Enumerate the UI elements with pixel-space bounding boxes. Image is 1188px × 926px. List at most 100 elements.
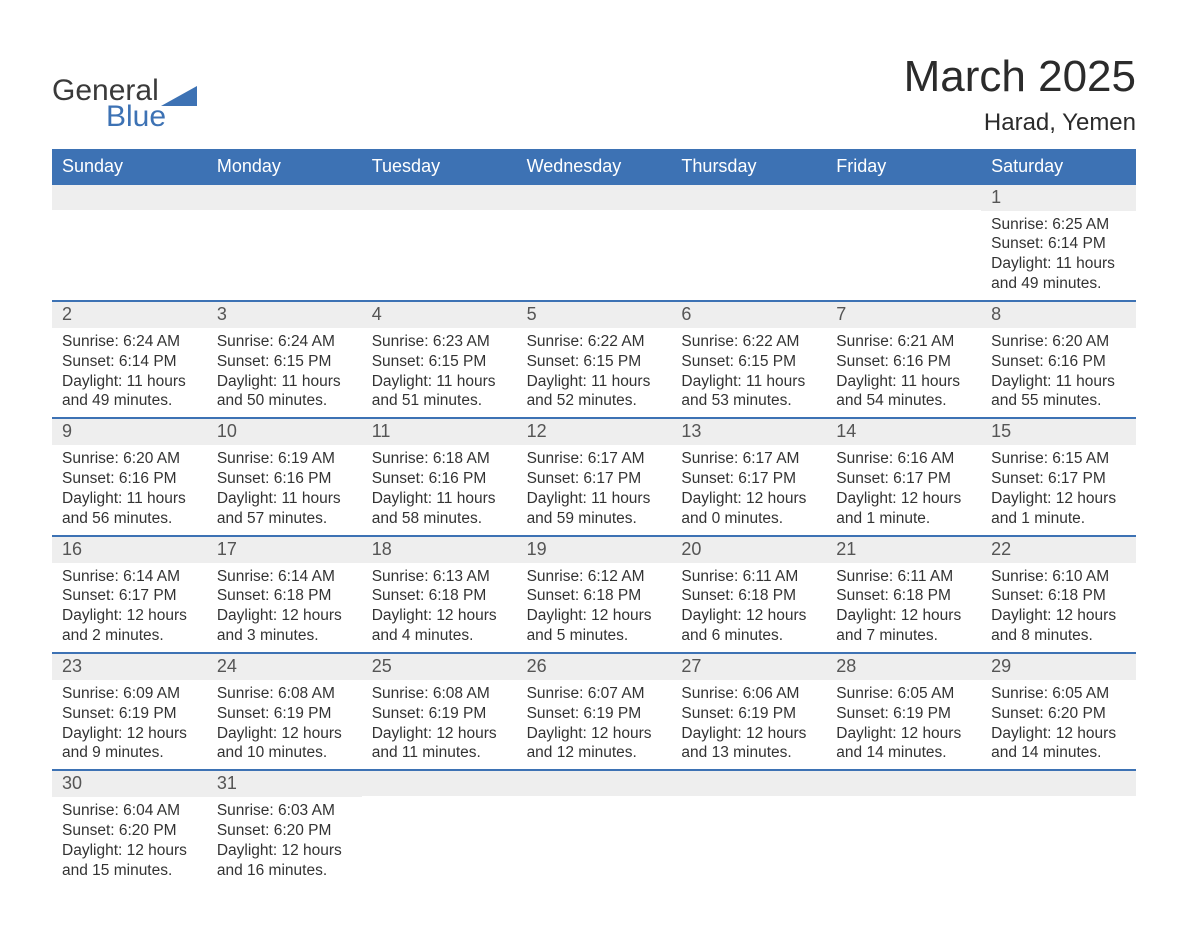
sunrise-text: Sunrise: 6:22 AM <box>681 332 816 352</box>
day-number: 1 <box>981 185 1136 211</box>
daylight-text: Daylight: 12 hours and 5 minutes. <box>527 606 662 646</box>
sunset-text: Sunset: 6:20 PM <box>991 704 1126 724</box>
sunset-text: Sunset: 6:19 PM <box>217 704 352 724</box>
sunset-text: Sunset: 6:15 PM <box>527 352 662 372</box>
sunrise-text: Sunrise: 6:08 AM <box>372 684 507 704</box>
sunrise-text: Sunrise: 6:10 AM <box>991 567 1126 587</box>
sunrise-text: Sunrise: 6:22 AM <box>527 332 662 352</box>
logo-text-blue: Blue <box>106 102 166 132</box>
day-details: Sunrise: 6:03 AMSunset: 6:20 PMDaylight:… <box>207 797 362 880</box>
day-number: 19 <box>517 537 672 563</box>
daylight-text: Daylight: 12 hours and 0 minutes. <box>681 489 816 529</box>
day-cell <box>52 185 207 300</box>
day-cell: 11Sunrise: 6:18 AMSunset: 6:16 PMDayligh… <box>362 419 517 534</box>
day-number: 10 <box>207 419 362 445</box>
calendar-header-row: Sunday Monday Tuesday Wednesday Thursday… <box>52 149 1136 185</box>
day-cell <box>826 771 981 886</box>
day-details: Sunrise: 6:06 AMSunset: 6:19 PMDaylight:… <box>671 680 826 763</box>
day-number: 31 <box>207 771 362 797</box>
day-cell: 31Sunrise: 6:03 AMSunset: 6:20 PMDayligh… <box>207 771 362 886</box>
day-cell <box>826 185 981 300</box>
day-details: Sunrise: 6:11 AMSunset: 6:18 PMDaylight:… <box>671 563 826 646</box>
day-number: 16 <box>52 537 207 563</box>
day-number: 27 <box>671 654 826 680</box>
day-details: Sunrise: 6:24 AMSunset: 6:15 PMDaylight:… <box>207 328 362 411</box>
day-number: 3 <box>207 302 362 328</box>
sunset-text: Sunset: 6:14 PM <box>62 352 197 372</box>
daylight-text: Daylight: 12 hours and 13 minutes. <box>681 724 816 764</box>
sunrise-text: Sunrise: 6:05 AM <box>836 684 971 704</box>
sunset-text: Sunset: 6:16 PM <box>217 469 352 489</box>
day-number: 11 <box>362 419 517 445</box>
day-number: 7 <box>826 302 981 328</box>
day-details: Sunrise: 6:08 AMSunset: 6:19 PMDaylight:… <box>362 680 517 763</box>
col-sunday: Sunday <box>52 149 207 185</box>
sunrise-text: Sunrise: 6:20 AM <box>991 332 1126 352</box>
daylight-text: Daylight: 12 hours and 1 minute. <box>991 489 1126 529</box>
day-number: 23 <box>52 654 207 680</box>
day-details: Sunrise: 6:21 AMSunset: 6:16 PMDaylight:… <box>826 328 981 411</box>
day-number <box>517 185 672 210</box>
day-number: 8 <box>981 302 1136 328</box>
logo: General Blue <box>52 52 197 132</box>
day-details: Sunrise: 6:14 AMSunset: 6:18 PMDaylight:… <box>207 563 362 646</box>
sunrise-text: Sunrise: 6:19 AM <box>217 449 352 469</box>
day-number: 24 <box>207 654 362 680</box>
day-cell: 1Sunrise: 6:25 AMSunset: 6:14 PMDaylight… <box>981 185 1136 300</box>
day-details: Sunrise: 6:18 AMSunset: 6:16 PMDaylight:… <box>362 445 517 528</box>
day-cell <box>517 771 672 886</box>
daylight-text: Daylight: 12 hours and 8 minutes. <box>991 606 1126 646</box>
daylight-text: Daylight: 11 hours and 49 minutes. <box>991 254 1126 294</box>
logo-shape-icon <box>161 84 197 106</box>
sunset-text: Sunset: 6:18 PM <box>217 586 352 606</box>
sunrise-text: Sunrise: 6:20 AM <box>62 449 197 469</box>
day-cell: 2Sunrise: 6:24 AMSunset: 6:14 PMDaylight… <box>52 302 207 417</box>
day-cell: 21Sunrise: 6:11 AMSunset: 6:18 PMDayligh… <box>826 537 981 652</box>
sunrise-text: Sunrise: 6:18 AM <box>372 449 507 469</box>
day-details: Sunrise: 6:22 AMSunset: 6:15 PMDaylight:… <box>671 328 826 411</box>
calendar-week: 23 Sunrise: 6:09 AM Sunset: 6:19 PM Dayligh… <box>52 652 1136 769</box>
daylight-text: Daylight: 12 hours and 2 minutes. <box>62 606 197 646</box>
day-details: Sunrise: 6:20 AMSunset: 6:16 PMDaylight:… <box>52 445 207 528</box>
sunset-text: Sunset: 6:18 PM <box>372 586 507 606</box>
sunrise-text: Sunrise: 6:17 AM <box>527 449 662 469</box>
title-month: March 2025 <box>904 52 1136 103</box>
day-cell <box>362 771 517 886</box>
day-details: Sunrise: 6:20 AMSunset: 6:16 PMDaylight:… <box>981 328 1136 411</box>
day-cell <box>207 185 362 300</box>
sunrise-text: Sunrise: 6:09 AM <box>62 684 197 704</box>
daylight-text: Daylight: 11 hours and 59 minutes. <box>527 489 662 529</box>
sunrise-text: Sunrise: 6:21 AM <box>836 332 971 352</box>
day-details: Sunrise: 6:08 AMSunset: 6:19 PMDaylight:… <box>207 680 362 763</box>
col-wednesday: Wednesday <box>517 149 672 185</box>
day-number <box>517 771 672 796</box>
day-details: Sunrise: 6:24 AMSunset: 6:14 PMDaylight:… <box>52 328 207 411</box>
day-number <box>362 185 517 210</box>
day-cell: 17Sunrise: 6:14 AMSunset: 6:18 PMDayligh… <box>207 537 362 652</box>
sunrise-text: Sunrise: 6:24 AM <box>217 332 352 352</box>
sunrise-text: Sunrise: 6:06 AM <box>681 684 816 704</box>
daylight-text: Daylight: 11 hours and 55 minutes. <box>991 372 1126 412</box>
sunrise-text: Sunrise: 6:04 AM <box>62 801 197 821</box>
day-details: Sunrise: 6:05 AMSunset: 6:20 PMDaylight:… <box>981 680 1136 763</box>
day-cell: 22Sunrise: 6:10 AMSunset: 6:18 PMDayligh… <box>981 537 1136 652</box>
day-cell: 15Sunrise: 6:15 AMSunset: 6:17 PMDayligh… <box>981 419 1136 534</box>
day-number: 9 <box>52 419 207 445</box>
day-cell <box>362 185 517 300</box>
sunrise-text: Sunrise: 6:07 AM <box>527 684 662 704</box>
daylight-text: Daylight: 11 hours and 53 minutes. <box>681 372 816 412</box>
sunset-text: Sunset: 6:19 PM <box>527 704 662 724</box>
day-cell: 4Sunrise: 6:23 AMSunset: 6:15 PMDaylight… <box>362 302 517 417</box>
day-cell: 9Sunrise: 6:20 AMSunset: 6:16 PMDaylight… <box>52 419 207 534</box>
day-cell: 16Sunrise: 6:14 AMSunset: 6:17 PMDayligh… <box>52 537 207 652</box>
sunrise-text: Sunrise: 6:14 AM <box>62 567 197 587</box>
daylight-text: Daylight: 12 hours and 14 minutes. <box>836 724 971 764</box>
day-cell: 7Sunrise: 6:21 AMSunset: 6:16 PMDaylight… <box>826 302 981 417</box>
day-number: 13 <box>671 419 826 445</box>
day-number <box>52 185 207 210</box>
calendar-week: 2Sunrise: 6:24 AMSunset: 6:14 PMDaylight… <box>52 300 1136 417</box>
sunrise-text: Sunrise: 6:11 AM <box>681 567 816 587</box>
daylight-text: Daylight: 11 hours and 57 minutes. <box>217 489 352 529</box>
day-number <box>207 185 362 210</box>
day-cell: 14Sunrise: 6:16 AMSunset: 6:17 PMDayligh… <box>826 419 981 534</box>
